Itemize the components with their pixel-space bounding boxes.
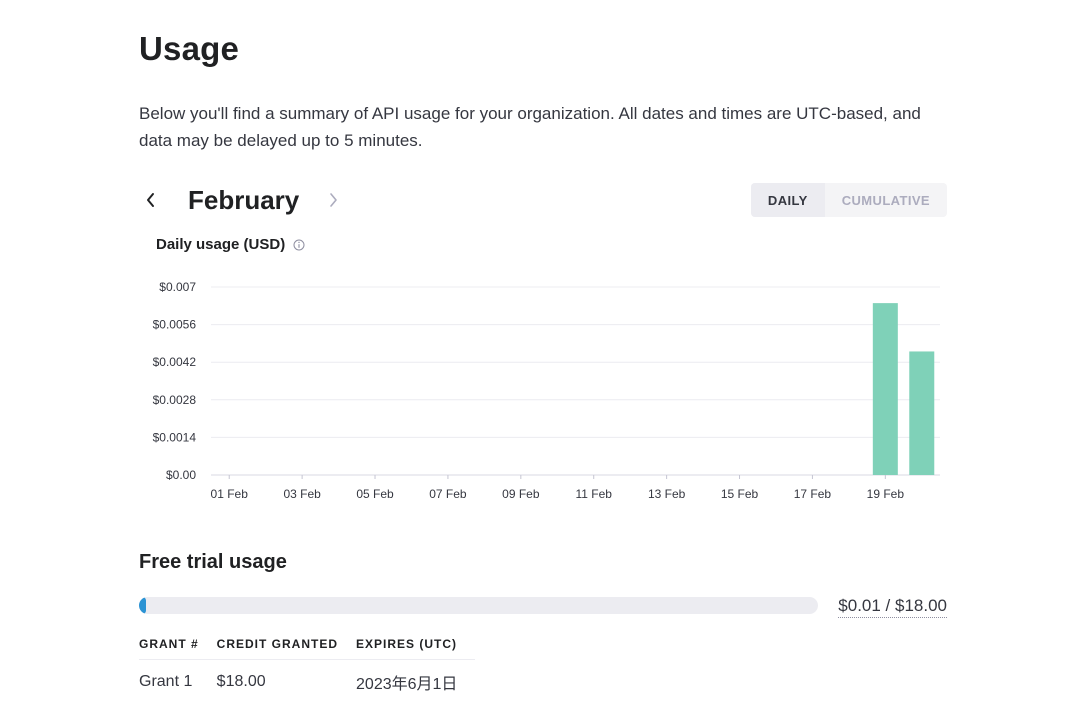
x-tick-label: 09 Feb	[502, 487, 540, 501]
y-tick-label: $0.0028	[153, 393, 197, 407]
x-tick-label: 07 Feb	[429, 487, 467, 501]
y-tick-label: $0.00	[166, 468, 196, 482]
free-trial-title: Free trial usage	[139, 551, 287, 573]
x-tick-label: 01 Feb	[211, 487, 249, 501]
y-tick-label: $0.0014	[153, 430, 197, 444]
grants-table: GRANT # CREDIT GRANTED EXPIRES (UTC) Gra…	[139, 630, 476, 701]
info-icon[interactable]	[293, 239, 305, 251]
x-tick-label: 13 Feb	[648, 487, 686, 501]
chart-title: Daily usage (USD)	[156, 236, 305, 253]
page-title: Usage	[139, 30, 240, 67]
x-tick-label: 15 Feb	[721, 487, 759, 501]
chevron-left-icon	[147, 193, 154, 207]
x-tick-label: 05 Feb	[356, 487, 394, 501]
table-row: Grant 1 $18.00 2023年6月1日	[139, 660, 475, 701]
free-trial-usage-text[interactable]: $0.01 / $18.00	[838, 596, 947, 618]
y-tick-label: $0.007	[159, 280, 196, 294]
chart-bar	[872, 303, 898, 475]
expires-cell: 2023年6月1日	[356, 676, 458, 693]
view-toggle: DAILY CUMULATIVE	[750, 183, 947, 217]
next-month-button[interactable]	[321, 184, 345, 216]
chevron-right-icon	[330, 193, 338, 207]
cumulative-toggle-button[interactable]: CUMULATIVE	[841, 192, 930, 208]
x-tick-label: 19 Feb	[867, 487, 905, 501]
daily-usage-chart: $0.00 $0.0014 $0.0028 $0.0042 $0.0056 $0.007 0…	[153, 280, 940, 501]
month-navigation: February	[139, 182, 345, 218]
x-tick-label: 11 Feb	[575, 487, 612, 501]
page-description: Below you'll find a summary of API usage…	[139, 104, 921, 150]
x-tick-label: 17 Feb	[794, 487, 832, 501]
current-month: February	[188, 184, 300, 215]
prev-month-button[interactable]	[139, 184, 163, 216]
grant-number-header: GRANT #	[139, 630, 217, 660]
expires-header: EXPIRES (UTC)	[356, 630, 476, 660]
grant-number-cell: Grant 1	[139, 673, 193, 690]
x-tick-label: 03 Feb	[283, 487, 321, 501]
free-trial-progress-bar	[139, 597, 818, 614]
free-trial-progress-fill	[139, 597, 146, 614]
chart-bar	[909, 351, 935, 475]
y-tick-label: $0.0056	[153, 318, 197, 332]
daily-toggle-button[interactable]: DAILY	[750, 183, 825, 217]
chart-title-label: Daily usage (USD)	[156, 236, 286, 253]
credit-granted-cell: $18.00	[216, 673, 266, 690]
credit-granted-header: CREDIT GRANTED	[216, 630, 357, 660]
grants-header-row: GRANT # CREDIT GRANTED EXPIRES (UTC)	[139, 630, 476, 660]
y-tick-label: $0.0042	[153, 355, 197, 369]
